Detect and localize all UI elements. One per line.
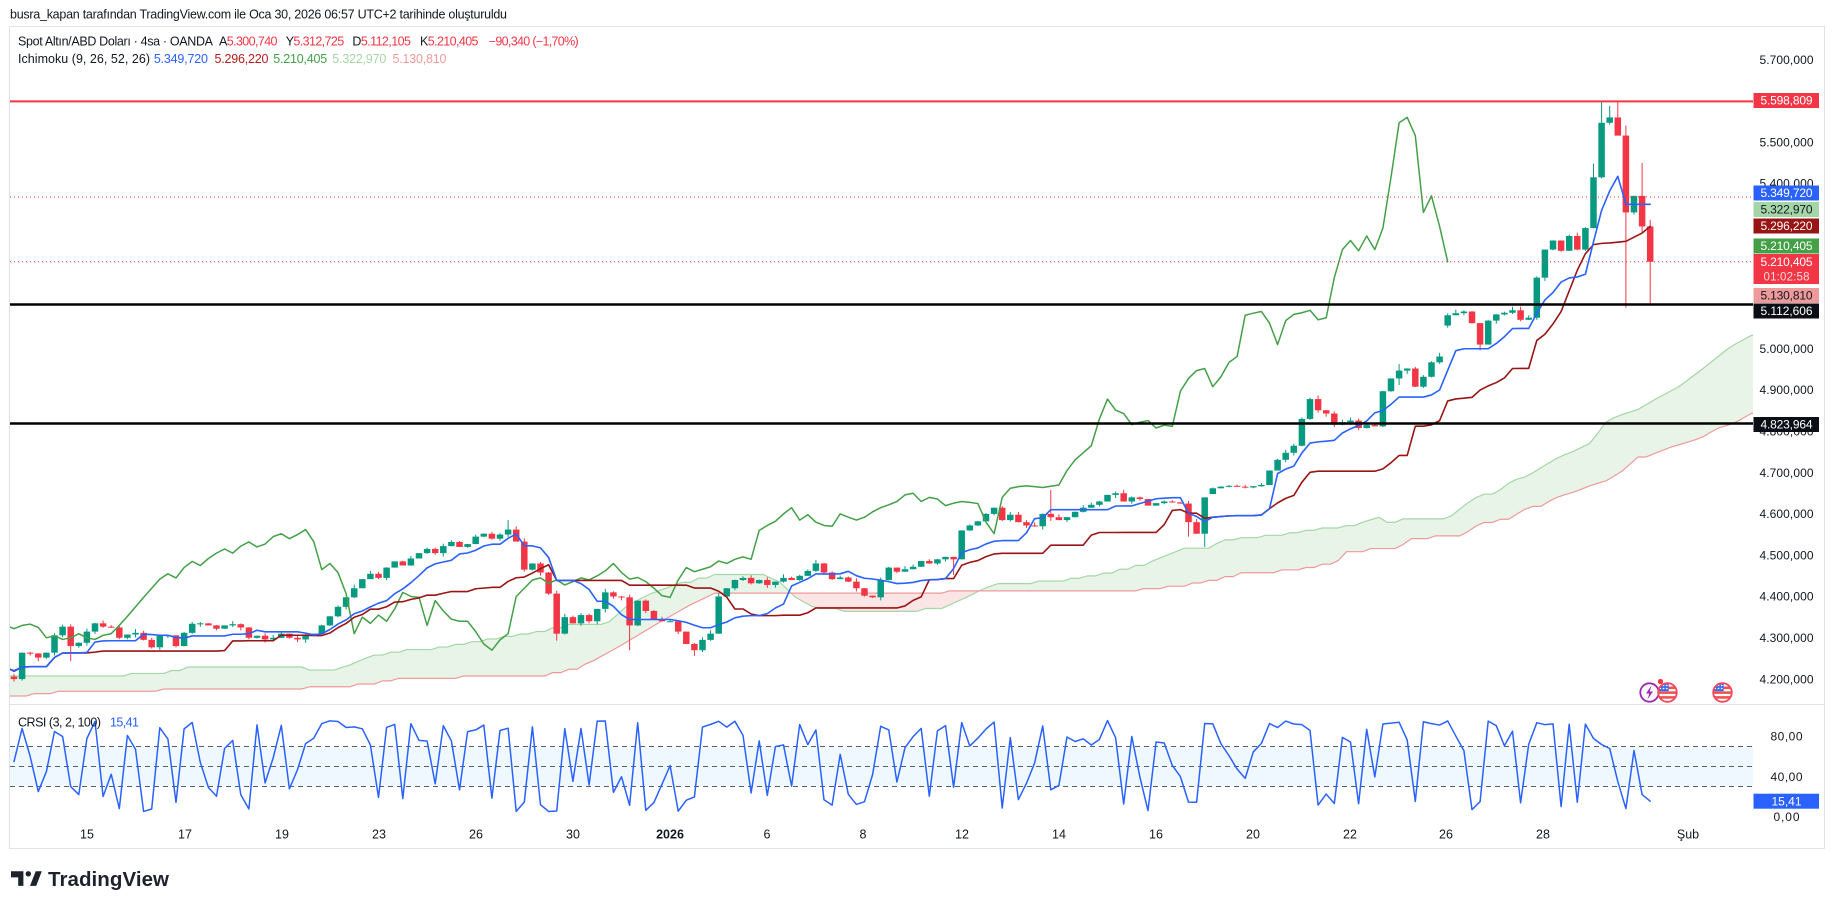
svg-text:5.210,405: 5.210,405 <box>1761 239 1813 253</box>
svg-text:23: 23 <box>372 828 386 842</box>
svg-text:5.000,000: 5.000,000 <box>1760 342 1814 356</box>
svg-text:28: 28 <box>1536 828 1550 842</box>
svg-text:5.210,405: 5.210,405 <box>273 52 327 66</box>
svg-text:4.500,000: 4.500,000 <box>1760 548 1814 562</box>
svg-text:4.400,000: 4.400,000 <box>1760 590 1814 604</box>
svg-text:A5.300,740: A5.300,740 <box>219 35 278 49</box>
svg-text:5.296,220: 5.296,220 <box>215 52 269 66</box>
svg-text:8: 8 <box>860 828 867 842</box>
svg-text:26: 26 <box>1439 828 1453 842</box>
svg-text:5.112,606: 5.112,606 <box>1761 304 1813 318</box>
svg-text:K5.210,405: K5.210,405 <box>420 35 479 49</box>
svg-text:14: 14 <box>1052 828 1066 842</box>
svg-text:12: 12 <box>955 828 969 842</box>
svg-text:4.300,000: 4.300,000 <box>1760 631 1814 645</box>
svg-text:5.296,220: 5.296,220 <box>1761 219 1813 233</box>
svg-text:5.322,970: 5.322,970 <box>1761 203 1813 217</box>
svg-text:Spot Altın/ABD Doları · 4sa ·: Spot Altın/ABD Doları · 4sa · OANDA <box>18 35 214 49</box>
svg-text:2026: 2026 <box>656 828 684 842</box>
svg-text:CRSI (3, 2, 100): CRSI (3, 2, 100) <box>18 716 101 730</box>
svg-text:5.130,810: 5.130,810 <box>1761 289 1813 303</box>
svg-text:4.200,000: 4.200,000 <box>1760 672 1814 686</box>
svg-text:5.322,970: 5.322,970 <box>332 52 386 66</box>
svg-text:−90,340 (−1,70%): −90,340 (−1,70%) <box>489 35 579 49</box>
svg-text:80,00: 80,00 <box>1771 730 1803 744</box>
svg-text:Y5.312,725: Y5.312,725 <box>286 35 345 49</box>
svg-text:17: 17 <box>178 828 192 842</box>
svg-text:5.500,000: 5.500,000 <box>1760 135 1814 149</box>
svg-text:0,00: 0,00 <box>1774 810 1800 824</box>
svg-text:5.700,000: 5.700,000 <box>1760 53 1814 67</box>
svg-text:01:02:58: 01:02:58 <box>1764 271 1810 283</box>
svg-text:15,41: 15,41 <box>1772 794 1802 808</box>
svg-text:15,41: 15,41 <box>110 716 139 730</box>
svg-text:15: 15 <box>80 828 94 842</box>
svg-text:4.900,000: 4.900,000 <box>1760 383 1814 397</box>
svg-text:busra_kapan tarafından Trading: busra_kapan tarafından TradingView.com i… <box>10 8 507 22</box>
svg-text:4.700,000: 4.700,000 <box>1760 466 1814 480</box>
svg-text:19: 19 <box>275 828 289 842</box>
svg-text:5.349,720: 5.349,720 <box>154 52 208 66</box>
svg-text:4.823,964: 4.823,964 <box>1761 418 1813 432</box>
svg-text:20: 20 <box>1246 828 1260 842</box>
svg-text:Ichimoku (9, 26, 52, 26): Ichimoku (9, 26, 52, 26) <box>18 52 150 66</box>
svg-text:40,00: 40,00 <box>1771 770 1803 784</box>
svg-text:5.349,720: 5.349,720 <box>1761 186 1813 200</box>
svg-text:26: 26 <box>469 828 483 842</box>
svg-text:6: 6 <box>764 828 771 842</box>
svg-text:4.600,000: 4.600,000 <box>1760 507 1814 521</box>
svg-text:5.130,810: 5.130,810 <box>393 52 447 66</box>
svg-text:16: 16 <box>1149 828 1163 842</box>
svg-text:22: 22 <box>1343 828 1357 842</box>
svg-text:TradingView: TradingView <box>48 868 169 891</box>
svg-text:5.598,809: 5.598,809 <box>1761 94 1813 108</box>
svg-text:5.210,405: 5.210,405 <box>1761 255 1813 269</box>
svg-text:30: 30 <box>566 828 580 842</box>
svg-text:D5.112,105: D5.112,105 <box>352 35 411 49</box>
svg-text:Şub: Şub <box>1677 828 1699 842</box>
